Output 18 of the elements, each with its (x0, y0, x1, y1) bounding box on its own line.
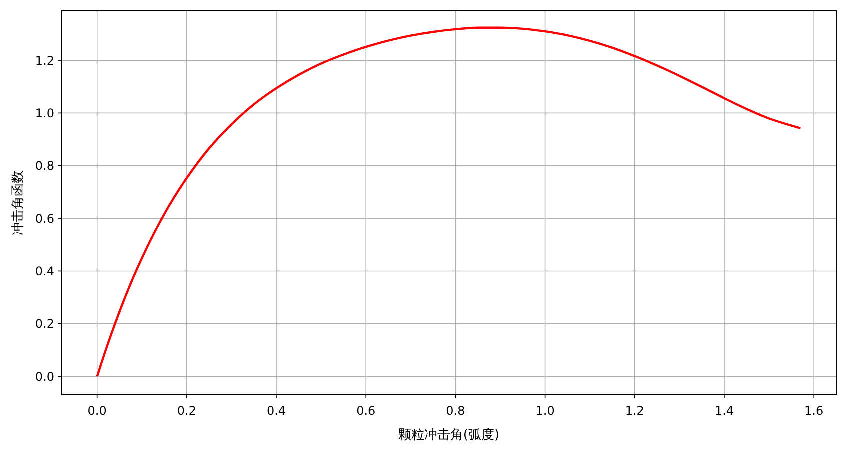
x-tick-label: 0.0 (88, 404, 107, 418)
x-axis-title: 颗粒冲击角(弧度) (398, 427, 500, 443)
x-tick-label: 0.2 (177, 404, 196, 418)
y-tick-label: 0.8 (35, 159, 54, 174)
y-tick-label: 1.2 (35, 54, 54, 68)
x-tick-label: 0.6 (356, 404, 376, 418)
x-tick-label: 1.4 (714, 404, 734, 418)
y-tick-label: 0.2 (35, 317, 54, 332)
x-tick-label: 1.0 (536, 404, 555, 418)
y-tick-label: 1.0 (35, 106, 54, 121)
x-tick-label: 1.6 (804, 404, 824, 418)
x-tick-label: 0.4 (266, 404, 286, 418)
x-tick-label: 1.2 (625, 404, 644, 418)
y-tick-label: 0.0 (35, 370, 54, 384)
y-axis-title: 冲击角函数 (11, 170, 26, 236)
x-tick-label: 0.8 (446, 404, 466, 418)
y-tick-label: 0.4 (35, 264, 54, 279)
y-tick-label: 0.6 (35, 212, 54, 226)
